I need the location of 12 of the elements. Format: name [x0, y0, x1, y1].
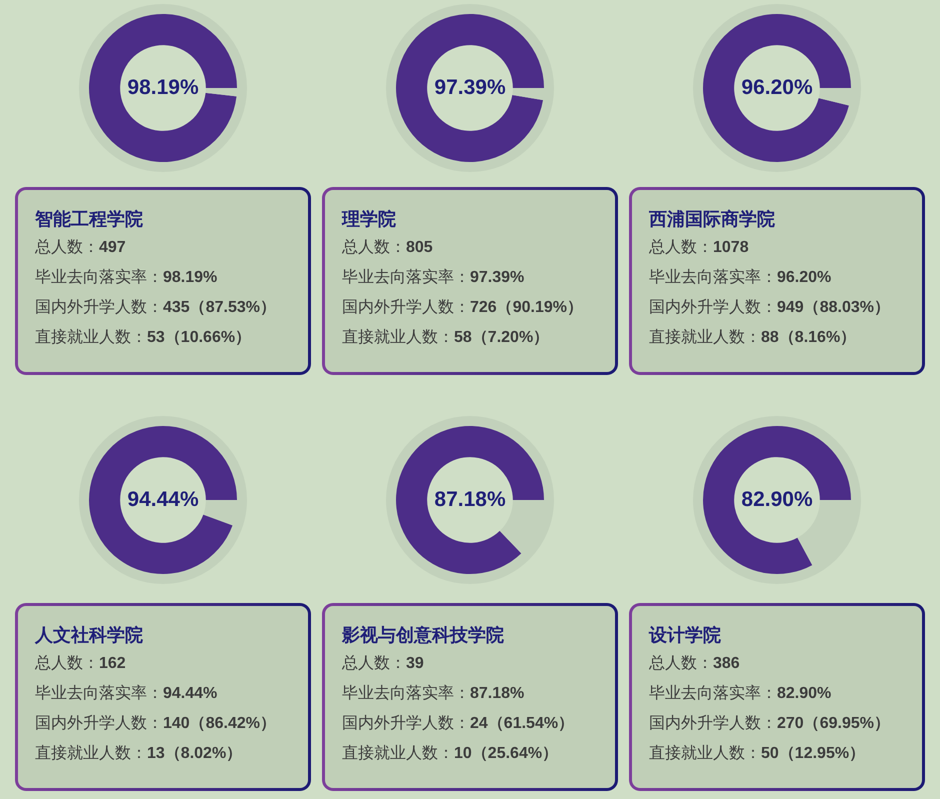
data-label: 97.39% [434, 76, 506, 99]
card: 智能工程学院 总人数：497 毕业去向落实率：98.19% 国内外升学人数：435（87.53%） 直接就业人数：53（10.66%） [15, 187, 311, 375]
card: 人文社科学院 总人数：162 毕业去向落实率：94.44% 国内外升学人数：140（86.42%） 直接就业人数：13（8.02%） [15, 603, 311, 791]
data-label: 94.44% [127, 488, 199, 511]
card: 理学院 总人数：805 毕业去向落实率：97.39% 国内外升学人数：726（90.19%） 直接就业人数：58（7.20%） [322, 187, 618, 375]
data-label: 98.19% [127, 76, 199, 99]
data-label: 82.90% [741, 488, 813, 511]
data-label: 87.18% [434, 488, 506, 511]
card: 影视与创意科技学院 总人数：39 毕业去向落实率：87.18% 国内外升学人数：24（61.54%） 直接就业人数：10（25.64%） [322, 603, 618, 791]
card: 设计学院 总人数：386 毕业去向落实率：82.90% 国内外升学人数：270（69.95%） 直接就业人数：50（12.95%） [629, 603, 925, 791]
card: 西浦国际商学院 总人数：1078 毕业去向落实率：96.20% 国内外升学人数：949（88.03%） 直接就业人数：88（8.16%） [629, 187, 925, 375]
data-label: 96.20% [741, 76, 813, 99]
